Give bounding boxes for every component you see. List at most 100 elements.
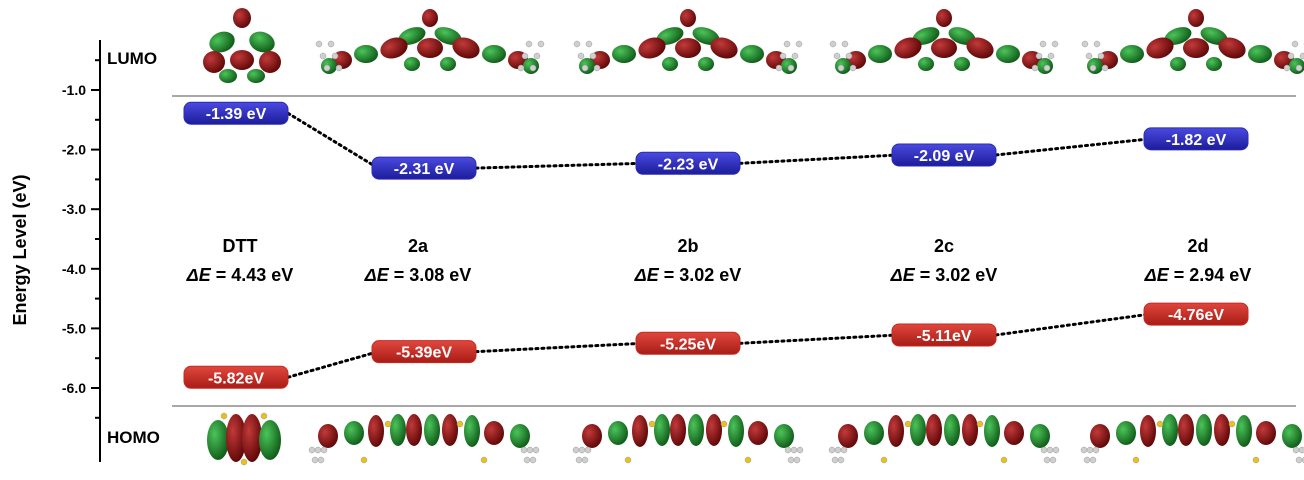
orbital-lobe bbox=[1120, 45, 1144, 63]
atom-dot bbox=[533, 52, 541, 60]
atom-dot bbox=[841, 40, 849, 48]
atom-dot bbox=[529, 64, 537, 72]
atom-dot bbox=[1085, 52, 1093, 60]
atom-dot bbox=[593, 64, 601, 72]
orbital-lobe bbox=[894, 37, 922, 59]
lumo-label: LUMO bbox=[107, 49, 157, 68]
dotted-connector bbox=[286, 350, 380, 379]
orbital-lobe bbox=[728, 415, 744, 447]
compound-name: DTT bbox=[223, 236, 258, 256]
orbital-lobe bbox=[1218, 37, 1246, 59]
atom-dot bbox=[1252, 456, 1260, 464]
atom-dot bbox=[532, 446, 540, 454]
orbital-lobe bbox=[710, 37, 738, 59]
homo-level-badge: -5.11eV bbox=[891, 323, 997, 347]
atom-dot bbox=[831, 456, 839, 464]
compound-labels: DTT ΔE = 4.43 eV 2a ΔE = 3.08 eV 2b ΔE = 3.02… bbox=[186, 236, 1252, 285]
y-tick-label: -6.0 bbox=[62, 380, 86, 396]
energy-gap-label: ΔE = 4.43 eV bbox=[186, 265, 294, 285]
orbital-lobe bbox=[404, 57, 420, 71]
orbital-lobe bbox=[838, 424, 858, 448]
orbital-lobe bbox=[1004, 421, 1024, 445]
orbital-lobe bbox=[482, 45, 506, 63]
orbital-lobe bbox=[638, 37, 666, 59]
orbital-lobe bbox=[936, 9, 952, 27]
atom-dot bbox=[1040, 446, 1048, 454]
atom-dot bbox=[1049, 456, 1057, 464]
orbital-lobe bbox=[612, 45, 636, 63]
dotted-connector bbox=[286, 111, 380, 170]
level-value-label: -5.25eV bbox=[660, 336, 716, 353]
atom-dot bbox=[784, 446, 792, 454]
orbital-lobe bbox=[1170, 57, 1186, 71]
atom-dot bbox=[1047, 52, 1055, 60]
atom-dot bbox=[1283, 64, 1291, 72]
orbital-lobe bbox=[230, 50, 254, 70]
orbital-lobe bbox=[740, 45, 764, 63]
orbital-lobe bbox=[654, 414, 670, 446]
orbital-lobe bbox=[344, 421, 364, 445]
energy-gap-label: ΔE = 3.02 eV bbox=[890, 265, 998, 285]
homo-label: HOMO bbox=[107, 428, 160, 447]
orbital-lobe bbox=[368, 415, 384, 447]
orbital-lobe bbox=[688, 414, 704, 446]
homo-level-badge: -4.76eV bbox=[1143, 302, 1249, 326]
atom-dot bbox=[796, 446, 804, 454]
atom-dot bbox=[589, 52, 597, 60]
orbital-lobe bbox=[380, 37, 408, 59]
orbital-lobe bbox=[632, 415, 648, 447]
orbital-lobe bbox=[406, 414, 422, 446]
atom-dot bbox=[779, 52, 787, 60]
lumo-orbital-picture bbox=[315, 9, 545, 74]
orbital-lobe bbox=[926, 414, 942, 446]
orbital-lobe bbox=[888, 415, 904, 447]
atom-dot bbox=[1081, 40, 1089, 48]
orbital-lobe bbox=[203, 51, 225, 73]
y-tick-label: -4.0 bbox=[62, 261, 86, 277]
badge-box bbox=[891, 323, 997, 347]
badge-box bbox=[635, 151, 741, 175]
badge-box bbox=[183, 365, 289, 389]
orbital-lobe bbox=[1214, 414, 1230, 446]
orbital-lobe bbox=[1178, 414, 1194, 446]
atom-dot bbox=[360, 456, 368, 464]
atom-dot bbox=[1295, 64, 1303, 72]
level-value-label: -1.82 eV bbox=[1166, 132, 1227, 149]
orbital-lobe bbox=[259, 420, 281, 460]
atom-dot bbox=[1287, 52, 1295, 60]
atom-dot bbox=[1039, 40, 1047, 48]
homo-orbital-picture bbox=[1080, 414, 1304, 464]
atom-dot bbox=[828, 446, 836, 454]
atom-dot bbox=[1043, 456, 1051, 464]
atom-dot bbox=[845, 52, 853, 60]
homo-level-badge: -5.82eV bbox=[183, 365, 289, 389]
dotted-connector bbox=[474, 161, 644, 170]
orbital-lobe bbox=[259, 51, 281, 73]
level-value-label: -2.23 eV bbox=[658, 156, 719, 173]
atom-dot bbox=[1132, 456, 1140, 464]
orbital-lobe bbox=[442, 414, 458, 446]
y-axis-title: Energy Level (eV) bbox=[10, 174, 30, 325]
lumo-orbital-picture bbox=[573, 9, 803, 74]
atom-dot bbox=[880, 456, 888, 464]
atom-dot bbox=[575, 456, 583, 464]
atom-dot bbox=[384, 420, 392, 428]
orbital-lobe bbox=[864, 421, 884, 445]
orbital-lobe bbox=[680, 9, 696, 27]
level-value-label: -2.09 eV bbox=[914, 148, 975, 165]
atom-dot bbox=[315, 40, 323, 48]
atom-dot bbox=[1298, 446, 1304, 454]
atom-dot bbox=[317, 456, 325, 464]
atom-dot bbox=[521, 52, 529, 60]
atom-dot bbox=[314, 446, 322, 454]
atom-dot bbox=[1291, 40, 1299, 48]
atom-dot bbox=[833, 52, 841, 60]
y-tick-label: -2.0 bbox=[62, 142, 86, 158]
lumo-level-badge: -1.82 eV bbox=[1143, 127, 1249, 151]
orbital-lobe bbox=[966, 37, 994, 59]
dotted-connector bbox=[994, 137, 1152, 157]
orbital-lobe bbox=[944, 414, 960, 446]
y-axis-ticks: -1.0 -2.0 -3.0 -4.0 -5.0 -6.0 bbox=[62, 59, 100, 419]
orbital-lobe bbox=[242, 414, 262, 462]
